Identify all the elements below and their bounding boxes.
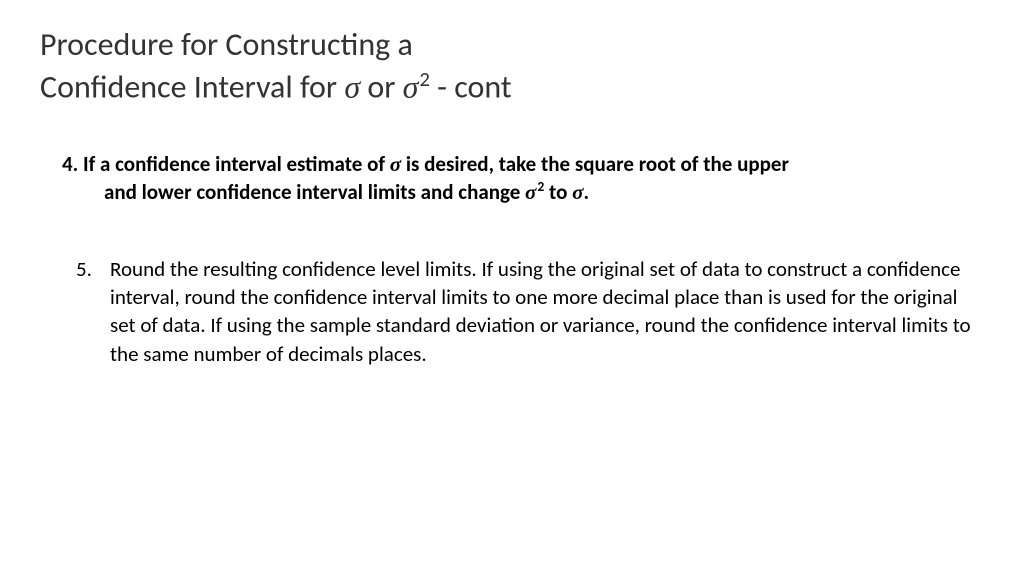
item4-lead: 4. If a confidence interval estimate of: [62, 151, 390, 177]
item4-line2-a: and lower confidence interval limits and…: [104, 179, 525, 205]
list-item-4: 4. If a confidence interval estimate of …: [40, 150, 984, 207]
item4-line2-b: to: [544, 179, 572, 205]
sigma-glyph: σ: [572, 180, 583, 204]
list-item-5: 5. Round the resulting confidence level …: [40, 255, 984, 368]
item4-after-sigma: is desired, take the square root of the …: [401, 151, 789, 177]
sigma-glyph: σ: [525, 180, 536, 204]
slide-content: Procedure for Constructing a Confidence …: [0, 0, 1024, 368]
slide-title: Procedure for Constructing a Confidence …: [40, 24, 984, 108]
title-line2-c: - cont: [430, 67, 512, 106]
sigma-glyph: σ: [344, 68, 360, 104]
title-line2-a: Confidence Interval for: [40, 67, 344, 106]
superscript-two: 2: [419, 66, 430, 92]
item5-number: 5.: [76, 255, 110, 368]
title-line2-b: or: [360, 67, 403, 106]
item5-body: Round the resulting confidence level lim…: [110, 255, 974, 368]
item4-line2-c: .: [584, 179, 590, 205]
sigma-glyph: σ: [390, 152, 401, 176]
title-line1: Procedure for Constructing a: [40, 25, 413, 64]
sigma-glyph: σ: [403, 68, 419, 104]
